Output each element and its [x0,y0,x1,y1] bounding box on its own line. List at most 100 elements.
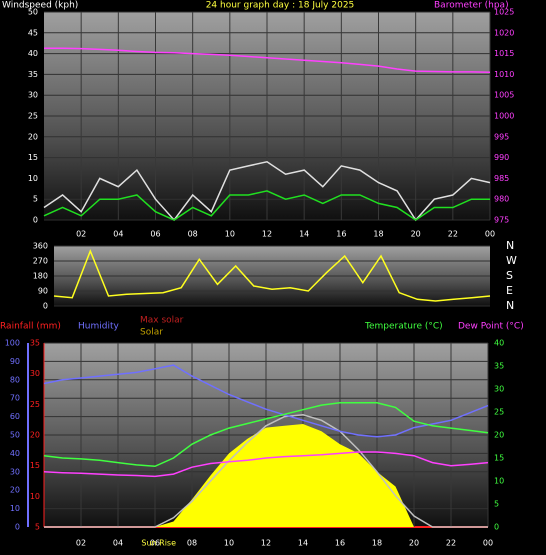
x-tick-label: 12 [261,539,271,548]
x-tick-label: 02 [76,230,86,239]
series-line [44,414,488,528]
y2-tick-label: 5 [494,500,499,509]
y-tick-label: 90 [10,357,20,366]
y2-tick-label: N [506,299,514,312]
y-tick-label: 35 [28,70,38,79]
y2-tick-label: 20 [494,431,504,440]
y-tick-label: 15 [28,153,38,162]
y3-tick-label: 15 [30,461,40,470]
y3-axis-label: Rainfall (mm) [0,322,61,332]
y2-tick-label: 30 [494,385,504,394]
y2-tick-label: 10 [494,477,504,486]
y3-tick-label: 25 [30,400,40,409]
y2-tick-label: 1025 [494,8,514,17]
x-tick-label: 00 [483,539,493,548]
legend-max-solar: Max solar [140,316,184,326]
y-tick-label: 45 [28,28,38,37]
x-tick-label: 10 [225,230,235,239]
y2-tick-label: 995 [494,132,509,141]
y2-tick-label: 25 [494,408,504,417]
series-line [43,364,489,438]
y-tick-label: 25 [28,112,38,121]
y2-tick-label: 1020 [494,28,514,37]
y-tick-label: 180 [33,272,48,281]
y2-tick-label: 35 [494,362,504,371]
y-tick-label: 30 [28,91,38,100]
chart-title: 24 hour graph day : 18 July 2025 [206,1,355,11]
x-tick-label: 06 [150,230,160,239]
y-tick-label: 90 [38,287,48,296]
y-tick-label: 0 [43,302,48,311]
y-tick-label: 10 [28,174,38,183]
y2-tick-label: 975 [494,216,509,225]
y2-tick-label: 40 [494,339,504,348]
y-tick-label: 40 [28,49,38,58]
y-tick-label: 0 [33,216,38,225]
y-tick-label: 100 [5,339,20,348]
y-tick-label: 80 [10,375,20,384]
y2-axis-label: Barometer (hpa) [434,1,509,11]
y2-tick-label: 985 [494,174,509,183]
series-line [43,451,489,478]
y-tick-label: 20 [10,486,20,495]
annotation: Sun Rise [141,539,176,548]
x-tick-label: 20 [409,539,419,548]
series-line [43,402,489,468]
x-tick-label: 08 [188,230,198,239]
x-tick-label: 08 [187,539,197,548]
y2-tick-label: 980 [494,195,509,204]
x-tick-label: 14 [298,539,308,548]
y-tick-label: 70 [10,394,20,403]
x-tick-label: 16 [336,230,346,239]
series-line [44,47,491,74]
y-tick-label: 50 [10,431,20,440]
y2-tick-label: 0 [494,523,499,532]
y-tick-label: 0 [15,523,20,532]
y2-tick-label: E [506,284,513,297]
legend-temperature: Temperature (°C) [364,322,443,332]
x-tick-label: 12 [262,230,272,239]
y-tick-label: 360 [33,242,48,251]
y2-tick-label: 15 [494,454,504,463]
y3-tick-label: 30 [30,369,40,378]
y3-tick-label: 10 [30,492,40,501]
series-line [53,248,491,302]
x-tick-label: 20 [411,230,421,239]
y-tick-label: 5 [33,195,38,204]
y-tick-label: 60 [10,412,20,421]
y2-tick-label: W [506,254,517,267]
y3-tick-label: 5 [35,523,40,532]
x-tick-label: 22 [448,230,458,239]
y3-tick-label: 20 [30,431,40,440]
series-line [43,190,490,221]
x-tick-label: 04 [113,230,123,239]
y3-tick-label: 35 [30,339,40,348]
x-tick-label: 16 [335,539,345,548]
y2-tick-label: 1010 [494,70,514,79]
layers: 0510152025303540455097598098599099510001… [5,8,517,548]
y-tick-label: 40 [10,449,20,458]
y-axis-label: Windspeed (kph) [2,1,78,11]
x-tick-label: 18 [373,230,383,239]
x-tick-label: 18 [372,539,382,548]
y2-tick-label: 1015 [494,49,514,58]
x-tick-label: 22 [446,539,456,548]
legend-dew-point: Dew Point (°C) [458,322,524,332]
y2-tick-label: 1000 [494,112,514,121]
y-tick-label: 270 [33,257,48,266]
y2-tick-label: S [506,269,513,282]
legend-humidity: Humidity [78,322,119,332]
x-tick-label: 10 [224,539,234,548]
y-tick-label: 50 [28,8,38,17]
y2-tick-label: 1005 [494,91,514,100]
x-tick-label: 06 [150,539,160,548]
x-tick-label: 04 [113,539,123,548]
y2-tick-label: 990 [494,153,509,162]
x-tick-label: 02 [76,539,86,548]
y-tick-label: 30 [10,467,20,476]
legend-solar: Solar [140,328,163,338]
y2-tick-label: N [506,239,514,252]
y-tick-label: 20 [28,132,38,141]
y-tick-label: 10 [10,504,20,513]
